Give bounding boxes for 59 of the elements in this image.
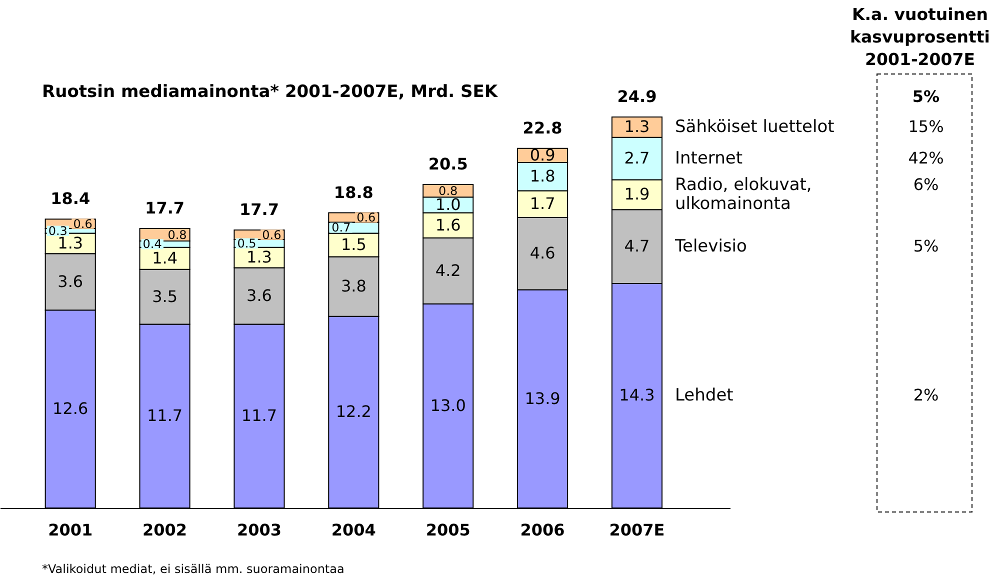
- data-label: 1.9: [624, 184, 650, 204]
- total-label: 17.7: [145, 198, 185, 218]
- total-label: 22.8: [522, 118, 562, 138]
- data-label: 11.7: [241, 406, 278, 426]
- total-label: 18.8: [334, 182, 374, 202]
- data-label: 3.6: [58, 272, 84, 291]
- total-label: 20.5: [428, 154, 468, 174]
- text: 42%: [908, 148, 944, 168]
- data-label: 4.7: [624, 236, 650, 256]
- data-label: 0.5: [237, 236, 256, 250]
- data-label: 0.6: [262, 228, 282, 242]
- data-label: 1.8: [530, 166, 556, 186]
- data-label: 3.5: [152, 286, 178, 306]
- data-label: 2.7: [624, 148, 650, 168]
- data-label: 3.8: [340, 276, 366, 296]
- text: 5%: [912, 87, 940, 106]
- data-label: 1.6: [435, 215, 461, 234]
- data-label: 0.8: [168, 228, 187, 242]
- total-label: 18.4: [50, 189, 90, 208]
- text: 5%: [913, 236, 939, 256]
- chart-title: Ruotsin mediamainonta* 2001-2007E, Mrd. SEK: [42, 82, 498, 102]
- x-tick-label: 2006: [520, 520, 565, 540]
- data-label: 0.3: [48, 224, 68, 238]
- data-label: 1.7: [530, 194, 556, 214]
- text: *Valikoidut mediat, ei sisällä mm. suoramainontaa: [42, 562, 344, 576]
- data-label: 12.6: [52, 399, 88, 418]
- data-label: 1.3: [246, 248, 272, 267]
- text: 15%: [908, 117, 944, 136]
- data-label: 4.6: [530, 244, 556, 263]
- data-label: 13.0: [430, 396, 466, 415]
- data-label: 11.7: [146, 406, 183, 426]
- series-label: Internet: [675, 148, 743, 169]
- text: 2%: [913, 386, 939, 405]
- x-tick-label: 2002: [142, 520, 188, 540]
- x-tick-label: 2005: [426, 520, 470, 540]
- series-label: Televisio: [674, 236, 747, 257]
- x-tick-label: 2007E: [609, 520, 665, 540]
- data-label: 3.6: [246, 286, 272, 306]
- data-label: 0.9: [530, 145, 556, 164]
- text: K.a. vuotuinen kasvuprosentti 2001-2007E: [850, 5, 990, 69]
- total-label: 24.9: [617, 87, 657, 106]
- x-tick-label: 2004: [331, 520, 376, 540]
- x-tick-label: 2003: [236, 520, 282, 540]
- data-label: 0.6: [356, 210, 376, 224]
- text: 6%: [913, 175, 939, 194]
- total-label: 17.7: [239, 200, 279, 220]
- data-label: 13.9: [524, 388, 560, 408]
- data-label: 0.4: [142, 237, 162, 252]
- series-label: Lehdet: [675, 386, 734, 406]
- data-label: 1.3: [624, 117, 650, 136]
- data-label: 4.2: [435, 260, 461, 280]
- series-label: Sähköiset luettelot: [675, 117, 835, 138]
- data-label: 14.3: [619, 386, 655, 405]
- data-label: 12.2: [336, 402, 372, 422]
- x-tick-label: 2001: [48, 520, 93, 540]
- data-label: 0.7: [332, 220, 351, 235]
- data-label: 0.6: [73, 216, 92, 231]
- series-label: Radio, elokuvat, ulkomainonta: [675, 175, 812, 214]
- data-label: 1.5: [340, 234, 366, 254]
